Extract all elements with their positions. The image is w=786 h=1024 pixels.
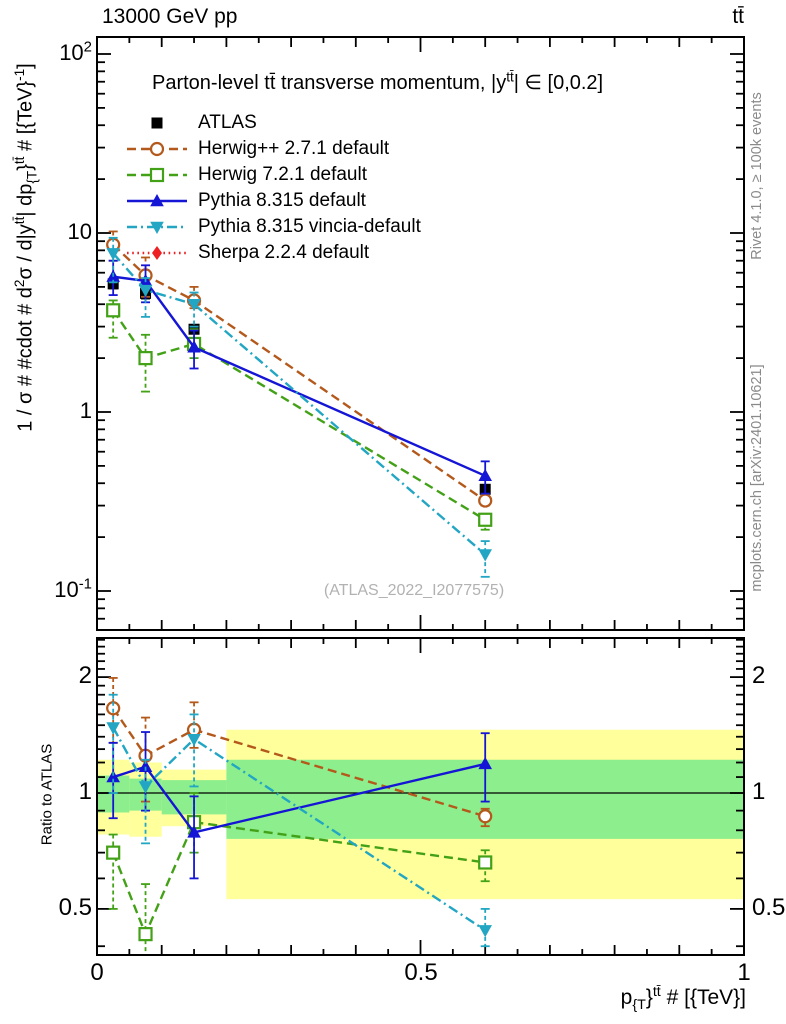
ratio-ytick-right-05: 0.5 xyxy=(752,894,786,921)
x-axis-label: p{T}tt̄ # [{TeV}] xyxy=(620,984,746,1014)
analysis-watermark: (ATLAS_2022_I2077575) xyxy=(323,582,505,599)
xtick-05: 0.5 xyxy=(404,959,438,986)
plot-title: Parton-level tt̄ transverse momentum, |y… xyxy=(152,69,604,94)
xtick-1: 1 xyxy=(737,959,751,986)
ytick-1e2: 102 xyxy=(59,38,92,65)
vincia-marker xyxy=(127,221,187,234)
series-Herwig 7.2.1 default xyxy=(106,299,493,531)
series-Herwig++ 2.7.1 default xyxy=(106,230,493,508)
legend-row-vincia: Pythia 8.315 vincia-default xyxy=(126,214,421,240)
process-label: tt̄ xyxy=(732,5,744,28)
legend-label-atlas: ATLAS xyxy=(198,112,257,133)
legend-label-herwigpp: Herwig++ 2.7.1 default xyxy=(198,138,390,159)
legend-label-sherpa: Sherpa 2.2.4 default xyxy=(198,242,370,263)
axis-ticks xyxy=(96,37,745,955)
pythia-marker xyxy=(127,194,187,207)
series-Herwig 7.2.1 default xyxy=(106,792,493,954)
ratio-ytick-right-2: 2 xyxy=(752,662,766,689)
legend-row-sherpa: Sherpa 2.2.4 default xyxy=(126,240,369,266)
series-Pythia 8.315 default xyxy=(106,731,492,880)
legend-row-herwigpp: Herwig++ 2.7.1 default xyxy=(126,136,389,162)
rivet-version-caption: Rivet 4.1.0, ≥ 100k events xyxy=(749,92,765,260)
series-ATLAS xyxy=(107,278,491,495)
ratio-ytick-left-1: 1 xyxy=(78,778,92,805)
ratio-ytick-right-1: 1 xyxy=(752,778,766,805)
ytick-1e-1: 10-1 xyxy=(54,575,92,602)
herwig7-marker xyxy=(127,167,187,183)
ytick-10: 10 xyxy=(67,219,92,244)
legend-row-atlas: ATLAS xyxy=(126,110,257,136)
ratio-ytick-left-05: 0.5 xyxy=(58,894,92,921)
legend-label-pythia: Pythia 8.315 default xyxy=(198,190,366,211)
ytick-1: 1 xyxy=(79,398,92,423)
beam-energy-label: 13000 GeV pp xyxy=(102,5,238,28)
sherpa-marker xyxy=(127,246,187,260)
ratio-ytick-left-2: 2 xyxy=(78,662,92,689)
herwigpp-marker xyxy=(127,141,187,157)
main-y-axis-label: 1 / σ # #cdot # d2σ / d|ytt̄| dp{T}tt̄ #… xyxy=(11,63,40,432)
legend-label-herwig7: Herwig 7.2.1 default xyxy=(198,164,367,185)
series-Pythia 8.315 vincia-default xyxy=(106,236,492,578)
atlas-marker xyxy=(151,117,163,129)
legend-label-vincia: Pythia 8.315 vincia-default xyxy=(198,216,421,237)
mcplots-caption: mcplots.cern.ch [arXiv:2401.10621] xyxy=(749,364,765,592)
legend-row-pythia: Pythia 8.315 default xyxy=(126,188,366,214)
series-Pythia 8.315 vincia-default xyxy=(106,693,492,948)
xtick-0: 0 xyxy=(90,959,104,986)
legend-row-herwig7: Herwig 7.2.1 default xyxy=(126,162,367,188)
